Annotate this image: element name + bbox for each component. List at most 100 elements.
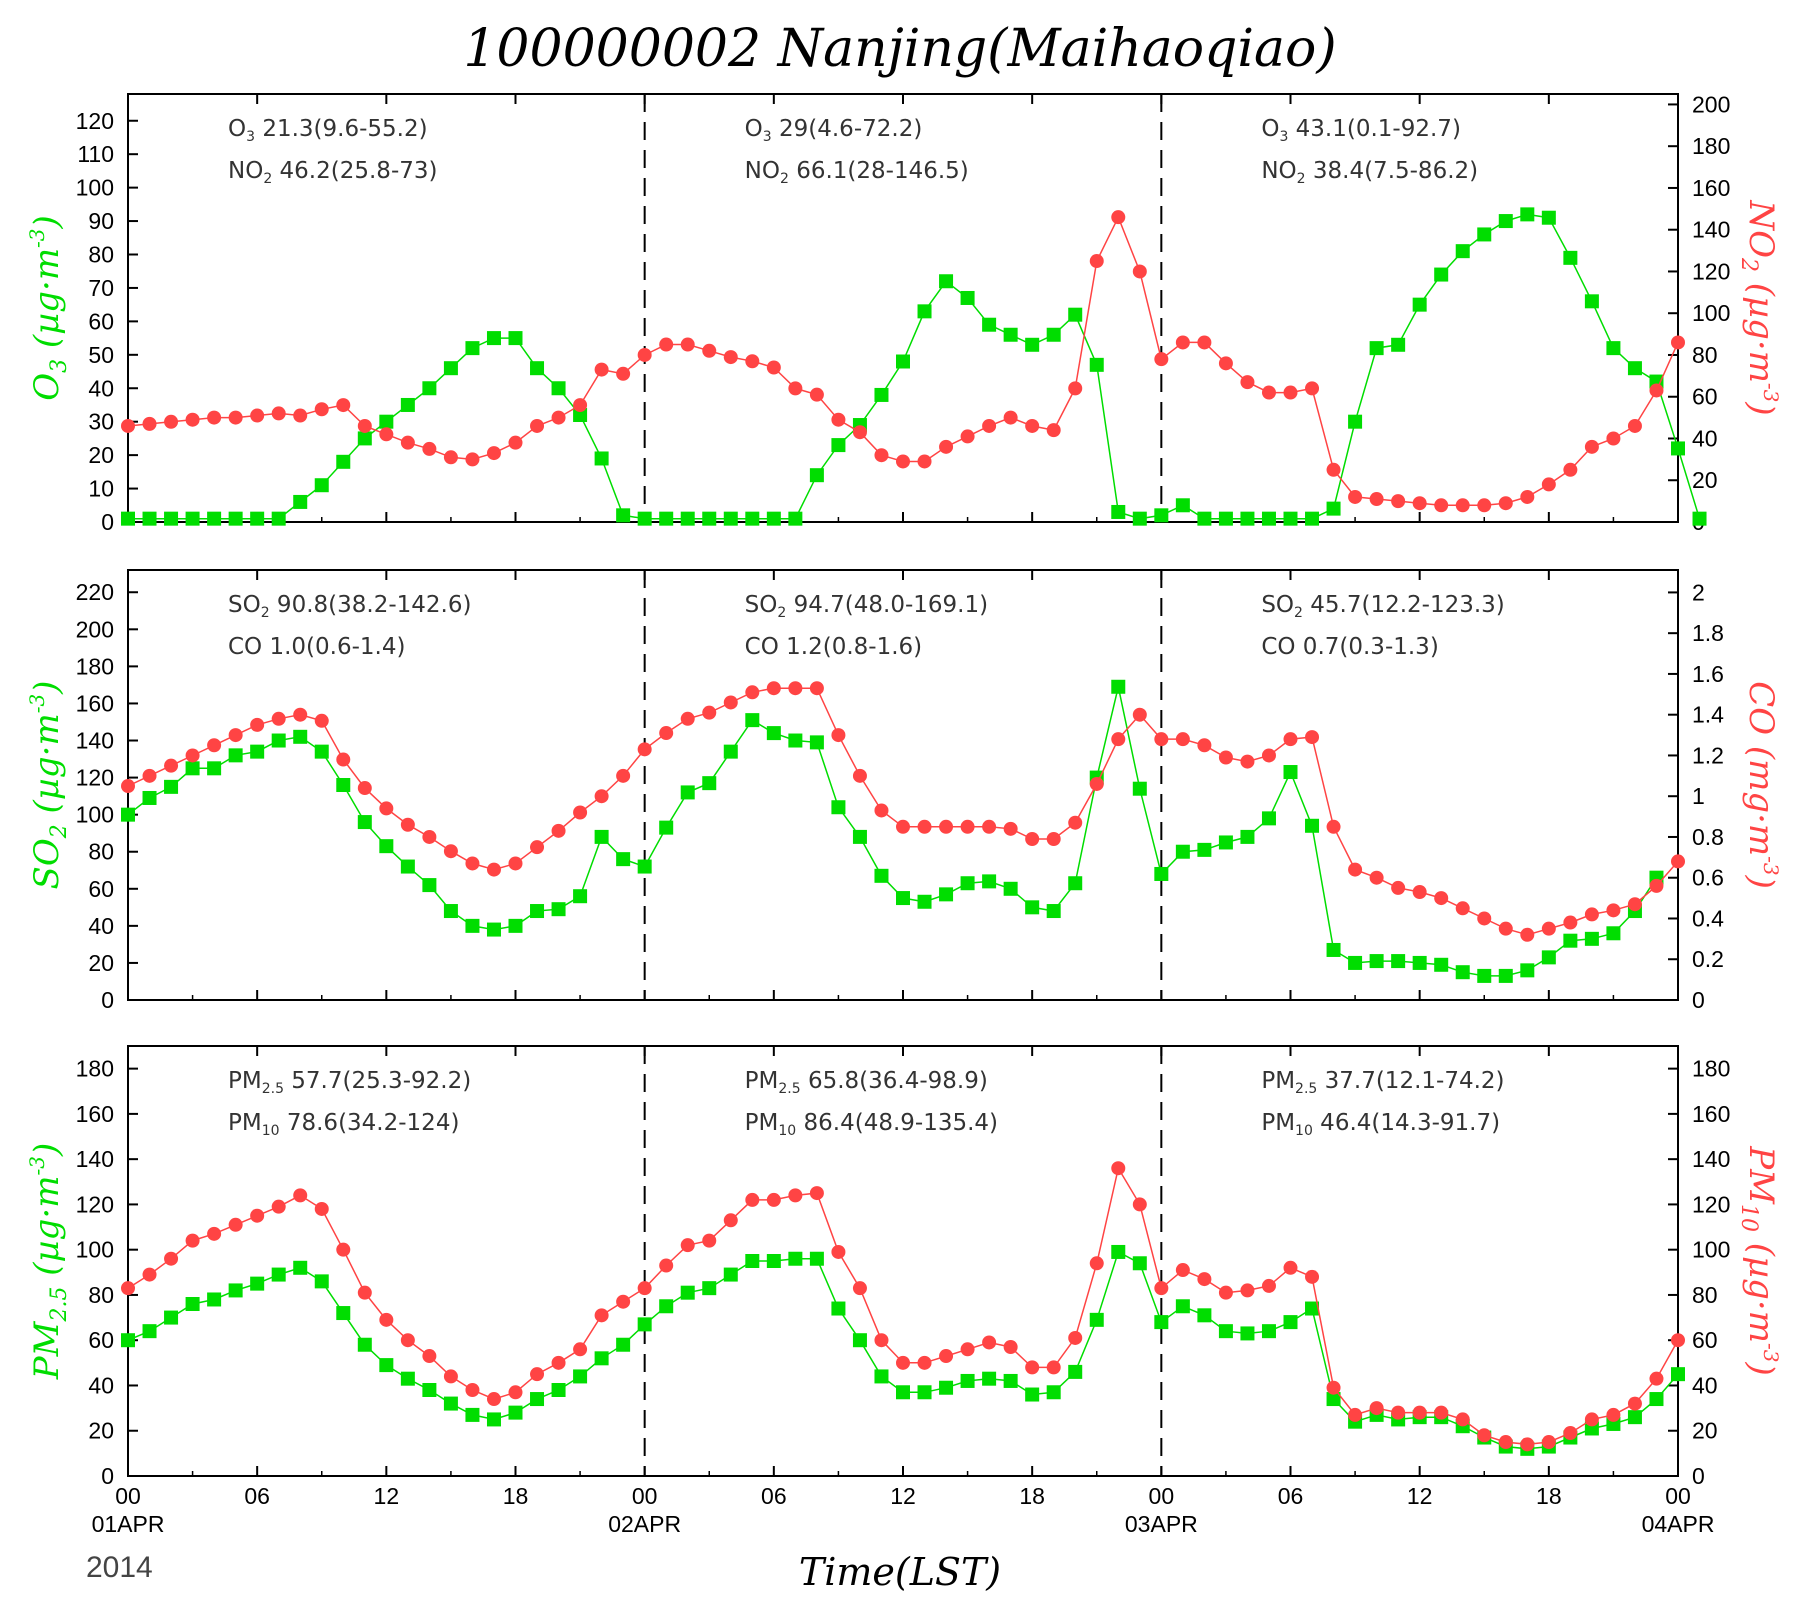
data-point — [1412, 1405, 1427, 1420]
data-point — [314, 478, 329, 493]
chart-title: 100000002 Nanjing(Maihaoqiao) — [463, 19, 1336, 79]
data-point — [357, 815, 372, 830]
data-point — [1111, 1244, 1126, 1259]
data-point — [1649, 878, 1664, 893]
data-point — [680, 1285, 695, 1300]
data-point — [745, 685, 760, 700]
data-point — [939, 439, 954, 454]
data-point — [1025, 337, 1040, 352]
data-point — [486, 1412, 501, 1427]
data-point — [960, 290, 975, 305]
data-point — [400, 1371, 415, 1386]
data-point — [422, 1349, 437, 1364]
data-point — [723, 695, 738, 710]
data-point — [874, 1369, 889, 1384]
data-point — [1369, 492, 1384, 507]
data-point — [637, 1281, 652, 1296]
data-point — [530, 1392, 545, 1407]
left-tick-label: 20 — [88, 442, 114, 468]
data-point — [573, 889, 588, 904]
left-tick-label: 60 — [88, 876, 114, 902]
data-point — [336, 1242, 351, 1257]
data-point — [852, 1333, 867, 1348]
data-point — [766, 1192, 781, 1207]
data-point — [1584, 1412, 1599, 1427]
data-point — [1606, 431, 1621, 446]
panels: 0102030405060708090100110120020406080100… — [25, 91, 1783, 1537]
right-tick-label: 1.8 — [1692, 620, 1724, 646]
data-point — [1283, 1260, 1298, 1275]
right-tick-label: 80 — [1692, 342, 1718, 368]
data-point — [982, 819, 997, 834]
data-point — [1261, 385, 1276, 400]
data-point — [551, 381, 566, 396]
data-point — [207, 1292, 222, 1307]
data-point — [659, 820, 674, 835]
data-point — [1671, 441, 1685, 456]
left-axis-label: O3 (µg·m-3) — [25, 215, 72, 401]
data-point — [121, 807, 135, 822]
data-point — [379, 1358, 394, 1373]
data-point — [465, 1383, 480, 1397]
right-tick-label: 1.2 — [1692, 742, 1724, 768]
data-point — [121, 418, 135, 433]
data-point — [1068, 381, 1083, 396]
data-point — [1434, 267, 1449, 282]
right-tick-label: 20 — [1692, 467, 1718, 493]
right-axis-unit-sup: -3 — [1759, 1343, 1783, 1362]
data-point — [1671, 335, 1685, 350]
data-point — [1025, 900, 1040, 915]
data-point — [1305, 381, 1320, 396]
data-point — [1455, 965, 1470, 980]
data-point — [1111, 732, 1126, 747]
data-point — [142, 1267, 157, 1282]
data-point — [1541, 210, 1556, 225]
data-point — [121, 779, 135, 794]
data-point — [271, 511, 286, 526]
data-point — [637, 511, 652, 526]
data-point — [1132, 781, 1147, 796]
data-point — [314, 1201, 329, 1216]
data-point — [336, 454, 351, 469]
data-point — [1606, 1407, 1621, 1422]
data-point — [1563, 250, 1578, 265]
data-point — [1584, 294, 1599, 309]
data-point — [788, 733, 803, 748]
right-tick-label: 60 — [1692, 384, 1718, 410]
data-point — [917, 304, 932, 319]
left-tick-label: 60 — [88, 1327, 114, 1353]
data-point — [896, 891, 910, 906]
data-point — [1520, 207, 1535, 222]
data-point — [1175, 498, 1190, 513]
data-point — [1520, 1437, 1535, 1452]
data-point — [1348, 1407, 1363, 1422]
x-tick-label: 00 — [1665, 1483, 1691, 1509]
data-point — [1627, 1410, 1642, 1425]
data-point — [1391, 494, 1406, 509]
left-tick-label: 80 — [88, 1282, 114, 1308]
data-point — [465, 452, 480, 467]
data-point — [960, 876, 975, 891]
data-point — [788, 1188, 803, 1203]
data-point — [1326, 942, 1341, 957]
data-point — [530, 418, 545, 433]
data-point — [1175, 1299, 1190, 1314]
left-tick-label: 140 — [76, 1146, 114, 1172]
data-point — [1197, 1308, 1212, 1323]
data-point — [1369, 341, 1384, 356]
data-point — [271, 406, 286, 421]
data-point — [486, 1392, 501, 1407]
data-point — [1348, 414, 1363, 429]
data-point — [766, 511, 781, 526]
series-line — [127, 1166, 1679, 1446]
data-point — [486, 446, 501, 461]
data-point — [293, 729, 308, 744]
data-point — [1391, 1405, 1406, 1420]
stats-annotation-line1: PM2.5 57.7(25.3-92.2) — [228, 1068, 471, 1097]
data-point — [1563, 462, 1578, 477]
x-tick-label: 12 — [1407, 1483, 1433, 1509]
x-tick-label: 06 — [244, 1483, 270, 1509]
data-point — [680, 785, 695, 800]
data-point — [207, 761, 222, 776]
data-point — [314, 713, 329, 728]
